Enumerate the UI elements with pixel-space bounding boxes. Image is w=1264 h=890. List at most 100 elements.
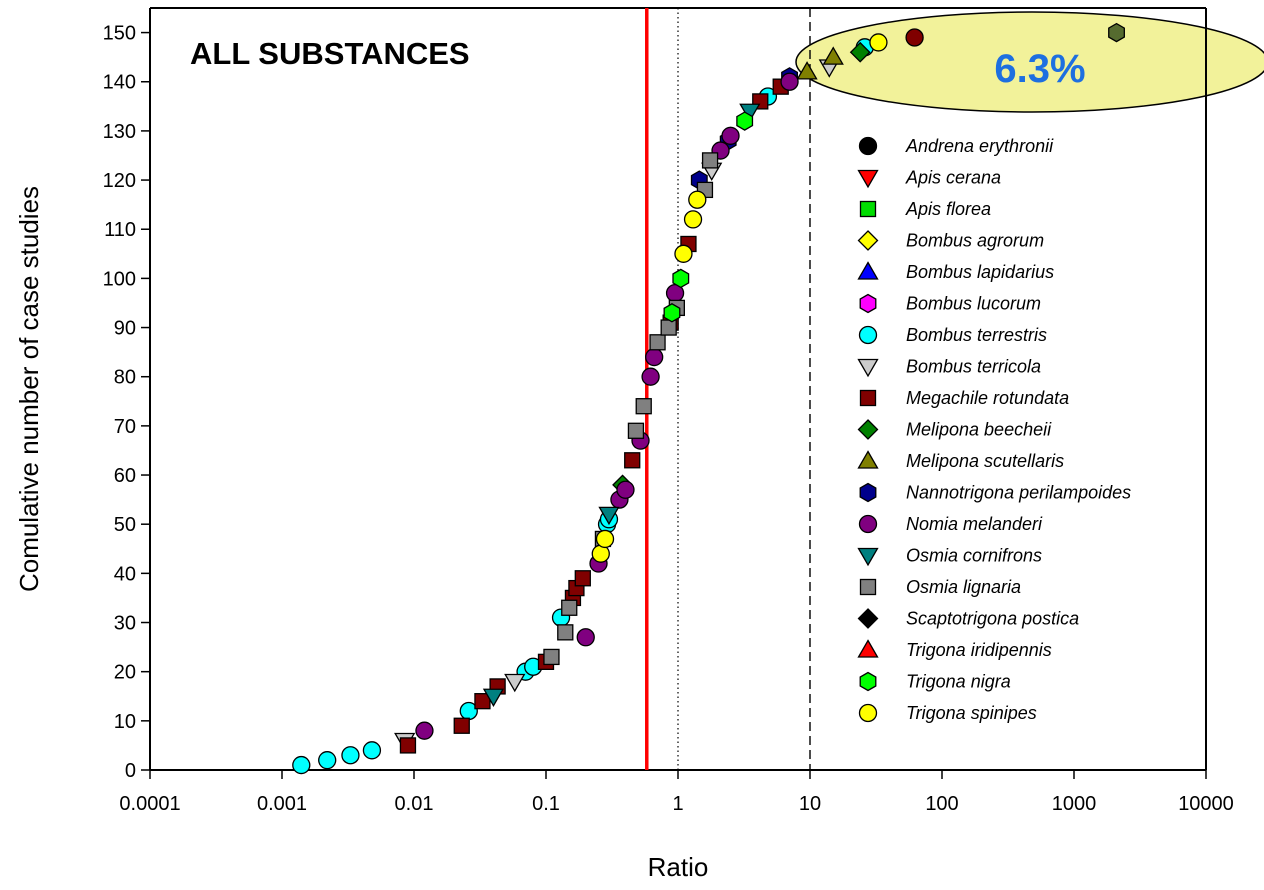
chart-title: ALL SUBSTANCES [190,36,470,71]
data-point [399,737,417,754]
legend-label: Nannotrigona perilampoides [906,483,1131,503]
data-point [849,41,871,63]
legend-label: Apis cerana [905,168,1001,188]
legend-label: Melipona beecheii [906,420,1052,440]
legend-marker [857,261,879,280]
data-point [780,72,799,91]
data-point [649,334,666,351]
data-point [688,190,707,209]
legend-label: Trigona nigra [906,672,1011,692]
legend-label: Bombus terricola [906,357,1041,377]
y-tick-label: 50 [114,514,136,536]
legend-label: Osmia cornifrons [906,546,1042,566]
data-points [292,22,1125,775]
x-axis-title: Ratio [648,852,709,882]
ticks: 0.0001 0.001 0.01 0.1 1 10 100 1000 100000102030… [103,23,1234,815]
data-point [557,624,574,641]
legend-label: Andrena erythronii [905,136,1054,156]
y-tick-label: 140 [103,72,136,94]
data-point [341,746,360,765]
data-point [362,741,382,760]
y-tick-label: 0 [125,760,136,782]
data-point [869,33,888,52]
x-tick-label: 0.0001 [119,793,180,815]
data-point [318,751,337,770]
data-point [674,244,693,263]
data-point [701,152,719,169]
data-point [635,398,652,415]
data-point [624,452,641,469]
legend-label: Melipona scutellaris [906,451,1064,471]
legend-marker [858,514,878,534]
legend-marker [859,482,877,503]
data-point [672,268,690,289]
x-tick-label: 1 [672,793,683,815]
legend-marker [857,230,879,251]
legend-marker [857,608,879,629]
y-tick-label: 150 [103,23,136,45]
legend-label: Bombus agrorum [906,231,1044,251]
data-point [574,570,591,587]
legend-marker [857,547,879,567]
legend-marker [859,389,877,407]
legend-label: Nomia melanderi [906,514,1043,534]
legend-marker [857,169,879,189]
data-point [796,61,818,80]
legend-marker [859,578,877,596]
y-tick-label: 10 [114,711,136,733]
legend-marker [858,136,878,156]
y-tick-label: 70 [114,416,136,438]
data-point [561,599,578,616]
x-tick-label: 10 [799,793,821,815]
data-point [415,721,434,740]
legend-marker [857,450,879,469]
legend-label: Trigona spinipes [906,703,1037,723]
x-tick-label: 1000 [1052,793,1097,815]
y-tick-label: 20 [114,662,136,684]
x-tick-label: 0.001 [257,793,307,815]
legend-label: Bombus lucorum [906,294,1041,314]
data-point [663,303,681,323]
legend-marker [859,671,877,692]
data-point [504,673,526,693]
legend-marker [858,703,878,723]
x-tick-label: 0.1 [532,793,560,815]
legend-label: Scaptotrigona postica [906,609,1079,629]
y-axis-title: Comulative number of case studies [14,186,44,592]
data-point [627,422,645,439]
y-tick-label: 110 [104,219,136,241]
data-point [474,693,491,710]
legend-label: Osmia lignaria [906,577,1021,597]
x-tick-label: 10000 [1178,793,1234,815]
legend-marker [859,293,877,314]
data-point [905,28,924,47]
highlight-text-layer: 6.3% [994,47,1085,91]
legend-marker [858,325,878,345]
y-tick-label: 130 [103,121,136,143]
data-point [292,755,311,775]
legend-marker [857,419,879,440]
data-point [645,347,664,367]
x-tick-label: 100 [925,793,958,815]
data-point [598,506,620,526]
y-tick-label: 30 [114,613,136,635]
legend-label: Apis florea [905,199,991,219]
reference-lines [645,8,811,770]
data-point [576,628,595,647]
legend: Andrena erythronii Apis cerana Apis florea… [857,136,1131,723]
legend-label: Bombus lapidarius [906,262,1054,282]
data-point [616,480,635,499]
data-point [1108,22,1125,43]
data-point [641,367,660,386]
y-tick-label: 60 [114,465,136,487]
data-point [482,688,505,708]
data-point [453,717,470,734]
data-point [736,111,754,131]
legend-label: Trigona iridipennis [906,640,1052,660]
data-point [543,648,560,666]
y-tick-label: 90 [114,318,136,340]
y-tick-label: 40 [114,563,136,585]
x-tick-label: 0.01 [395,793,434,815]
legend-marker [859,200,877,218]
legend-marker [857,358,879,378]
